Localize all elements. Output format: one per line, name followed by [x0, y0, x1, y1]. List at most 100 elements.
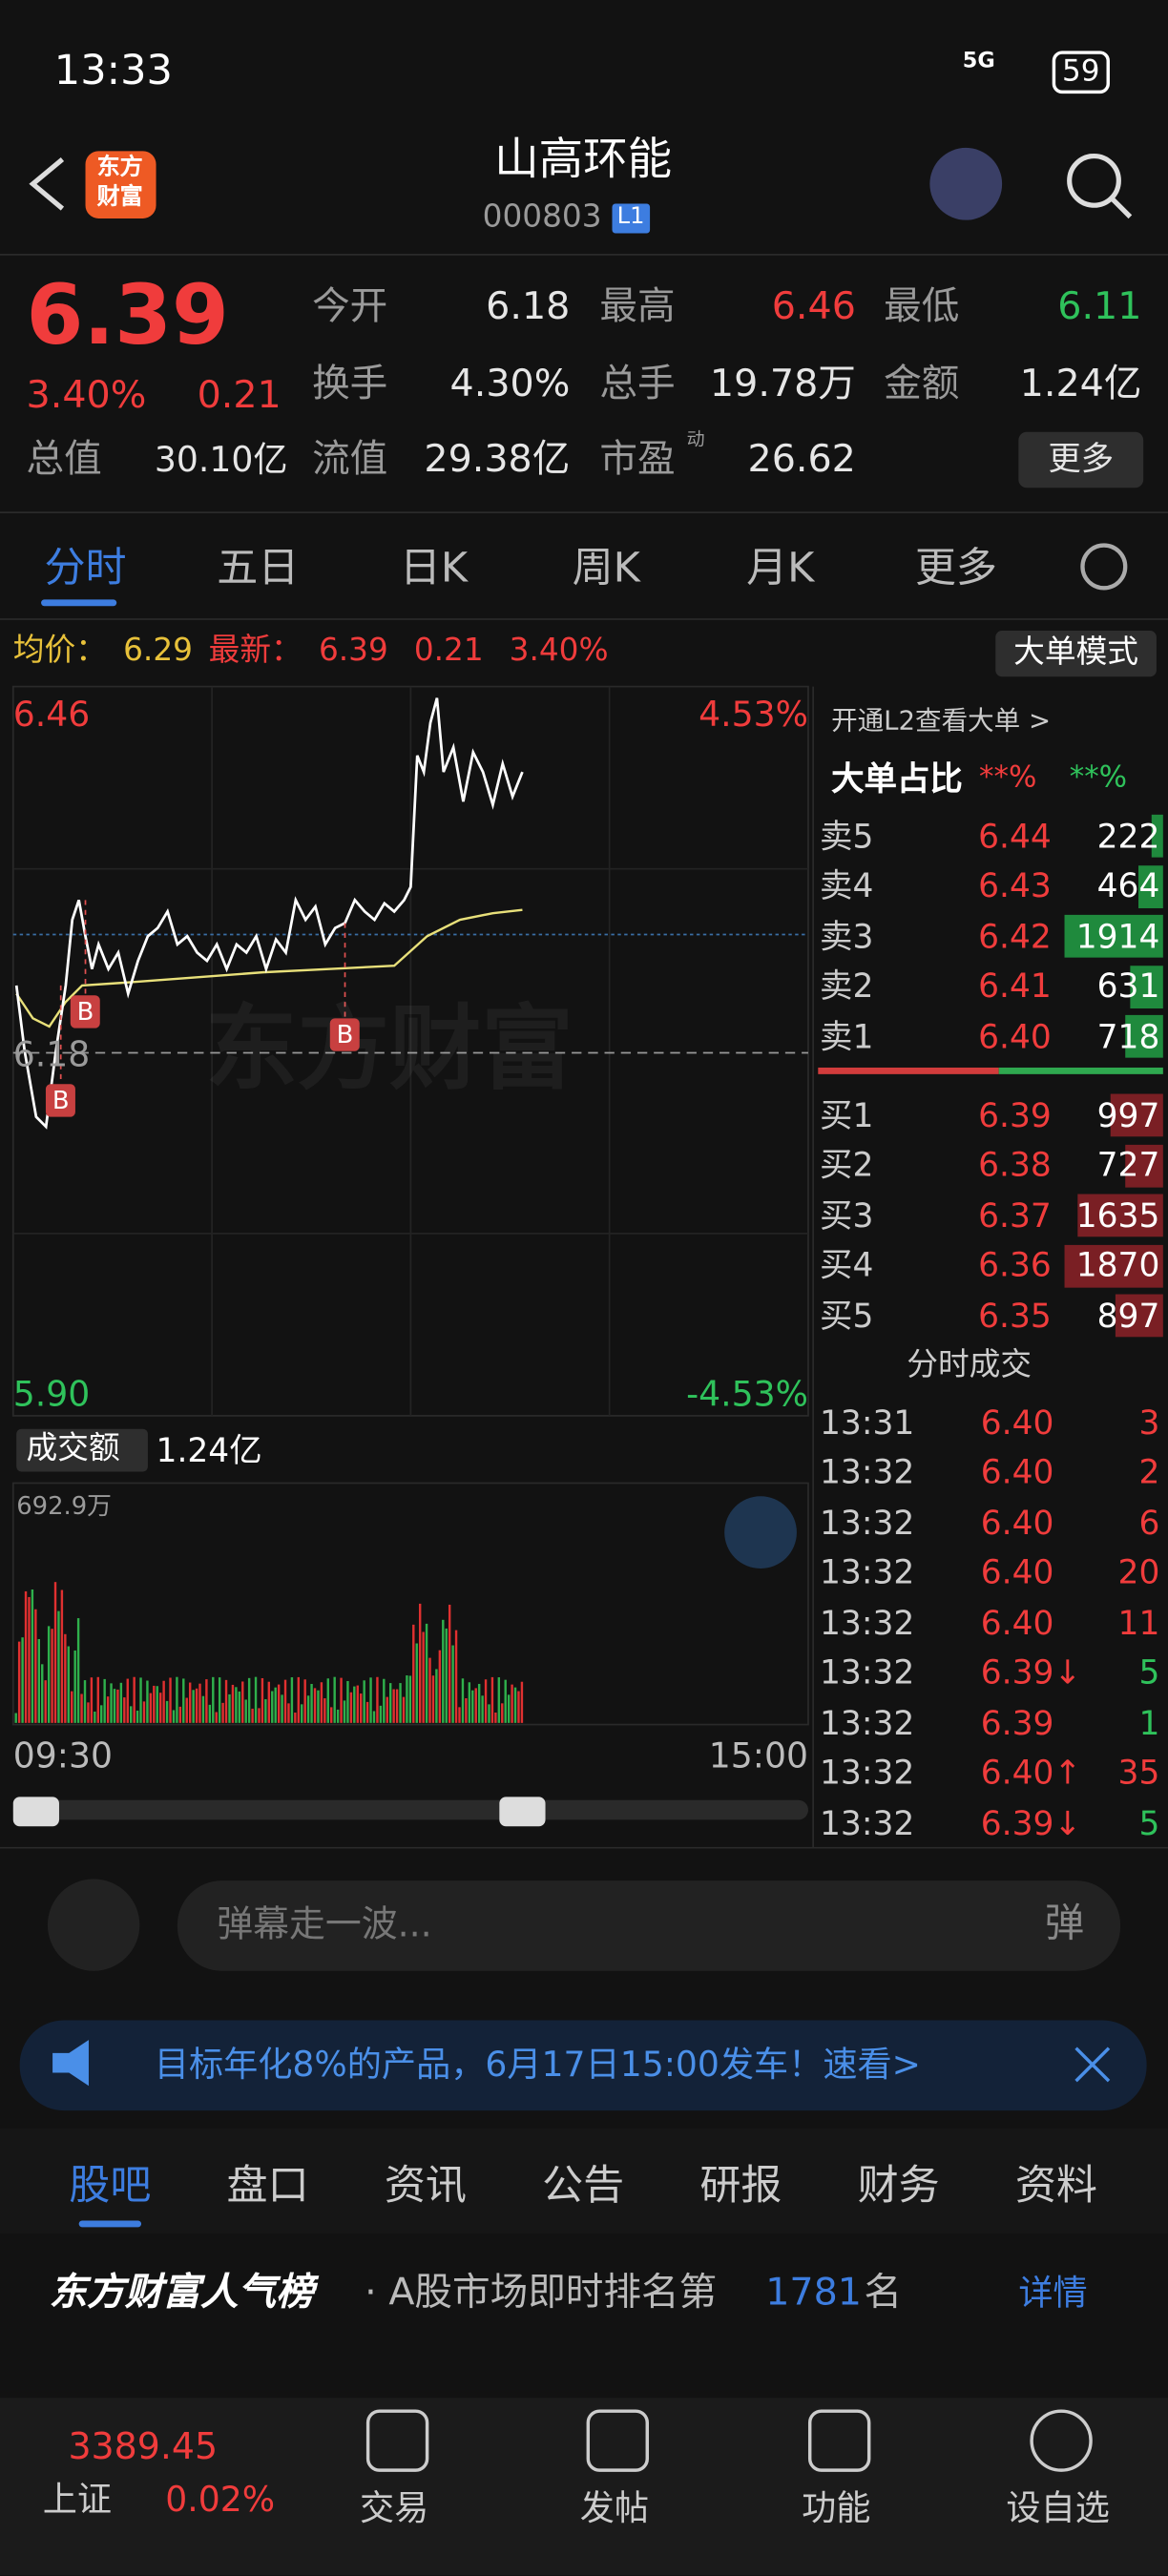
- buy-marker: B: [45, 1083, 76, 1118]
- volume-bar: [517, 1691, 520, 1723]
- volume-bar: [301, 1704, 303, 1723]
- marker-stems: [59, 900, 346, 1085]
- tab[interactable]: 周K: [572, 542, 640, 591]
- nav-icon[interactable]: [807, 2409, 871, 2472]
- mode-button[interactable]: [995, 631, 1157, 677]
- danmu-input[interactable]: [177, 1880, 1121, 1971]
- book-price: 6.35: [978, 1295, 1052, 1335]
- volume-bar: [37, 1638, 41, 1723]
- tab[interactable]: 更多: [914, 542, 997, 591]
- trade-volume: 20: [1117, 1551, 1160, 1592]
- back-icon[interactable]: [29, 157, 65, 211]
- volume-bar: [274, 1687, 277, 1723]
- tab[interactable]: 分时: [44, 542, 127, 591]
- volume-bar: [192, 1690, 195, 1723]
- tab[interactable]: 日K: [399, 542, 469, 591]
- nav-item[interactable]: 交易: [360, 2488, 429, 2528]
- clock: 13:33: [53, 45, 173, 93]
- tab[interactable]: 研报: [699, 2160, 782, 2209]
- index-pct: 0.02%: [165, 2480, 276, 2520]
- expand-icon[interactable]: [724, 1496, 797, 1569]
- slider-track: [12, 1799, 808, 1820]
- volume-bar: [1130, 965, 1163, 1008]
- volume-bar: [17, 1641, 21, 1723]
- nav-item[interactable]: 发帖: [579, 2488, 649, 2528]
- volume-bar: [323, 1698, 326, 1723]
- volume-bar: [60, 1589, 64, 1723]
- book-label: 卖1: [820, 1015, 874, 1056]
- danmu-placeholder[interactable]: 弹幕走一波...: [217, 1905, 432, 1947]
- tab[interactable]: 资讯: [384, 2160, 467, 2209]
- trade-volume: 5: [1138, 1652, 1160, 1693]
- nav-icon[interactable]: [586, 2409, 649, 2472]
- danmu-icon[interactable]: [47, 1879, 140, 1971]
- time-label: 15:00: [708, 1735, 808, 1776]
- nav-icon[interactable]: [365, 2409, 429, 2472]
- l2-link[interactable]: 开通L2查看大单 >: [831, 704, 1052, 737]
- tab[interactable]: 五日: [217, 542, 300, 591]
- banner-text[interactable]: 目标年化8%的产品，6月17日15:00发车！速看>: [154, 2045, 921, 2085]
- volume-bar: [221, 1702, 224, 1723]
- settings-icon[interactable]: [1080, 543, 1128, 591]
- volume-bar: [458, 1707, 461, 1723]
- volume-bar: [212, 1676, 215, 1723]
- danmu-button[interactable]: 弹: [1044, 1900, 1085, 1947]
- volume-bar: [360, 1693, 363, 1723]
- volume-bar: [235, 1687, 238, 1723]
- nav-item[interactable]: 设自选: [1006, 2488, 1110, 2528]
- volume-bar: [195, 1688, 198, 1723]
- book-split-red: [818, 1067, 999, 1074]
- volume-bar: [490, 1676, 494, 1723]
- volume-bar: [277, 1684, 281, 1723]
- volume-bar: [31, 1589, 34, 1723]
- search-icon[interactable]: [1067, 153, 1121, 208]
- volume-bar: [142, 1701, 146, 1723]
- tab[interactable]: 股吧: [69, 2160, 152, 2209]
- tab[interactable]: 财务: [857, 2160, 940, 2209]
- tab[interactable]: 资料: [1014, 2160, 1097, 2209]
- slider-handle[interactable]: [499, 1797, 546, 1827]
- book-volume: 631: [1096, 966, 1160, 1006]
- ratio-label: 大单占比: [831, 758, 963, 798]
- tab[interactable]: 盘口: [226, 2160, 309, 2209]
- stat-label: 今开: [312, 285, 388, 328]
- volume-bar: [422, 1631, 425, 1723]
- volume-bar: [418, 1603, 422, 1723]
- robot-icon[interactable]: [929, 147, 1003, 220]
- volume-bar: [51, 1629, 53, 1723]
- volume-bar: [395, 1689, 399, 1723]
- trade-volume: 5: [1138, 1802, 1160, 1842]
- volume-bar: [21, 1637, 24, 1723]
- volume-bar: [471, 1690, 474, 1723]
- volume-bar: [513, 1687, 517, 1723]
- slider-handle[interactable]: [12, 1797, 59, 1827]
- volume-bar: [73, 1650, 76, 1723]
- volume-total: 1.24亿: [156, 1429, 262, 1470]
- volume-bar: [365, 1701, 369, 1723]
- trade-price: 6.40: [980, 1502, 1054, 1542]
- nav-icon[interactable]: [1030, 2409, 1093, 2472]
- tab[interactable]: 月K: [746, 542, 815, 591]
- trade-volume: 35: [1117, 1753, 1160, 1793]
- volume-bar: [349, 1692, 353, 1723]
- volume-bar: [399, 1683, 402, 1723]
- more-button[interactable]: [1018, 431, 1144, 488]
- nav-item[interactable]: 功能: [802, 2488, 871, 2528]
- more-button[interactable]: 更多: [1048, 437, 1115, 478]
- logo-text: 东方: [96, 155, 143, 181]
- close-icon[interactable]: [1074, 2046, 1111, 2083]
- volume-bar: [317, 1690, 320, 1723]
- volume-bar: [1151, 814, 1163, 858]
- volume-bar: [290, 1677, 294, 1723]
- info-last: 6.39: [318, 633, 388, 670]
- tab[interactable]: 公告: [542, 2160, 625, 2209]
- banner-bg[interactable]: [19, 2020, 1147, 2111]
- nav-bg: [0, 2398, 1168, 2576]
- rank-suffix: 名: [864, 2271, 903, 2315]
- rank-detail[interactable]: 详情: [1018, 2273, 1088, 2313]
- mode-button[interactable]: 大单模式: [1013, 634, 1139, 671]
- ratio-sell: **%: [979, 759, 1037, 795]
- stat-value: 26.62: [747, 438, 856, 481]
- book-volume: 727: [1096, 1145, 1160, 1185]
